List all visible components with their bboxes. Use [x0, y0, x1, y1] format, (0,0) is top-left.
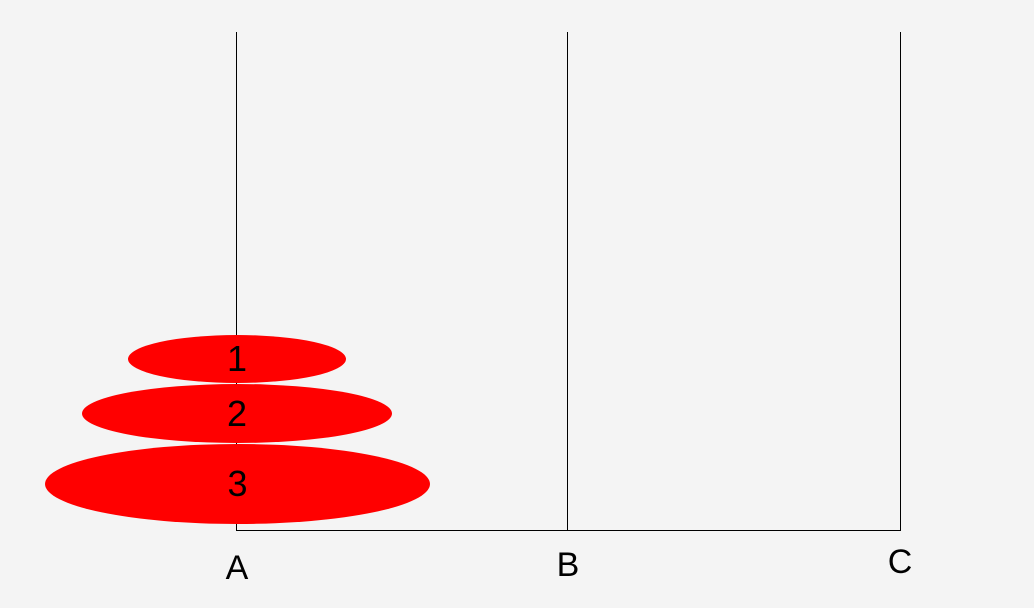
base-line — [236, 530, 901, 531]
peg-c-label: C — [887, 543, 913, 581]
disk-3[interactable]: 3 — [45, 444, 430, 524]
disk-3-label: 3 — [227, 463, 248, 504]
disk-1[interactable]: 1 — [128, 335, 346, 383]
peg-a[interactable] — [236, 32, 237, 531]
disk-2[interactable]: 2 — [82, 384, 392, 443]
peg-b[interactable] — [567, 32, 568, 531]
disk-1-label: 1 — [226, 338, 248, 379]
peg-b-label: B — [556, 546, 580, 584]
peg-c[interactable] — [900, 32, 901, 531]
peg-a-label: A — [225, 549, 249, 587]
disk-2-label: 2 — [226, 392, 248, 434]
